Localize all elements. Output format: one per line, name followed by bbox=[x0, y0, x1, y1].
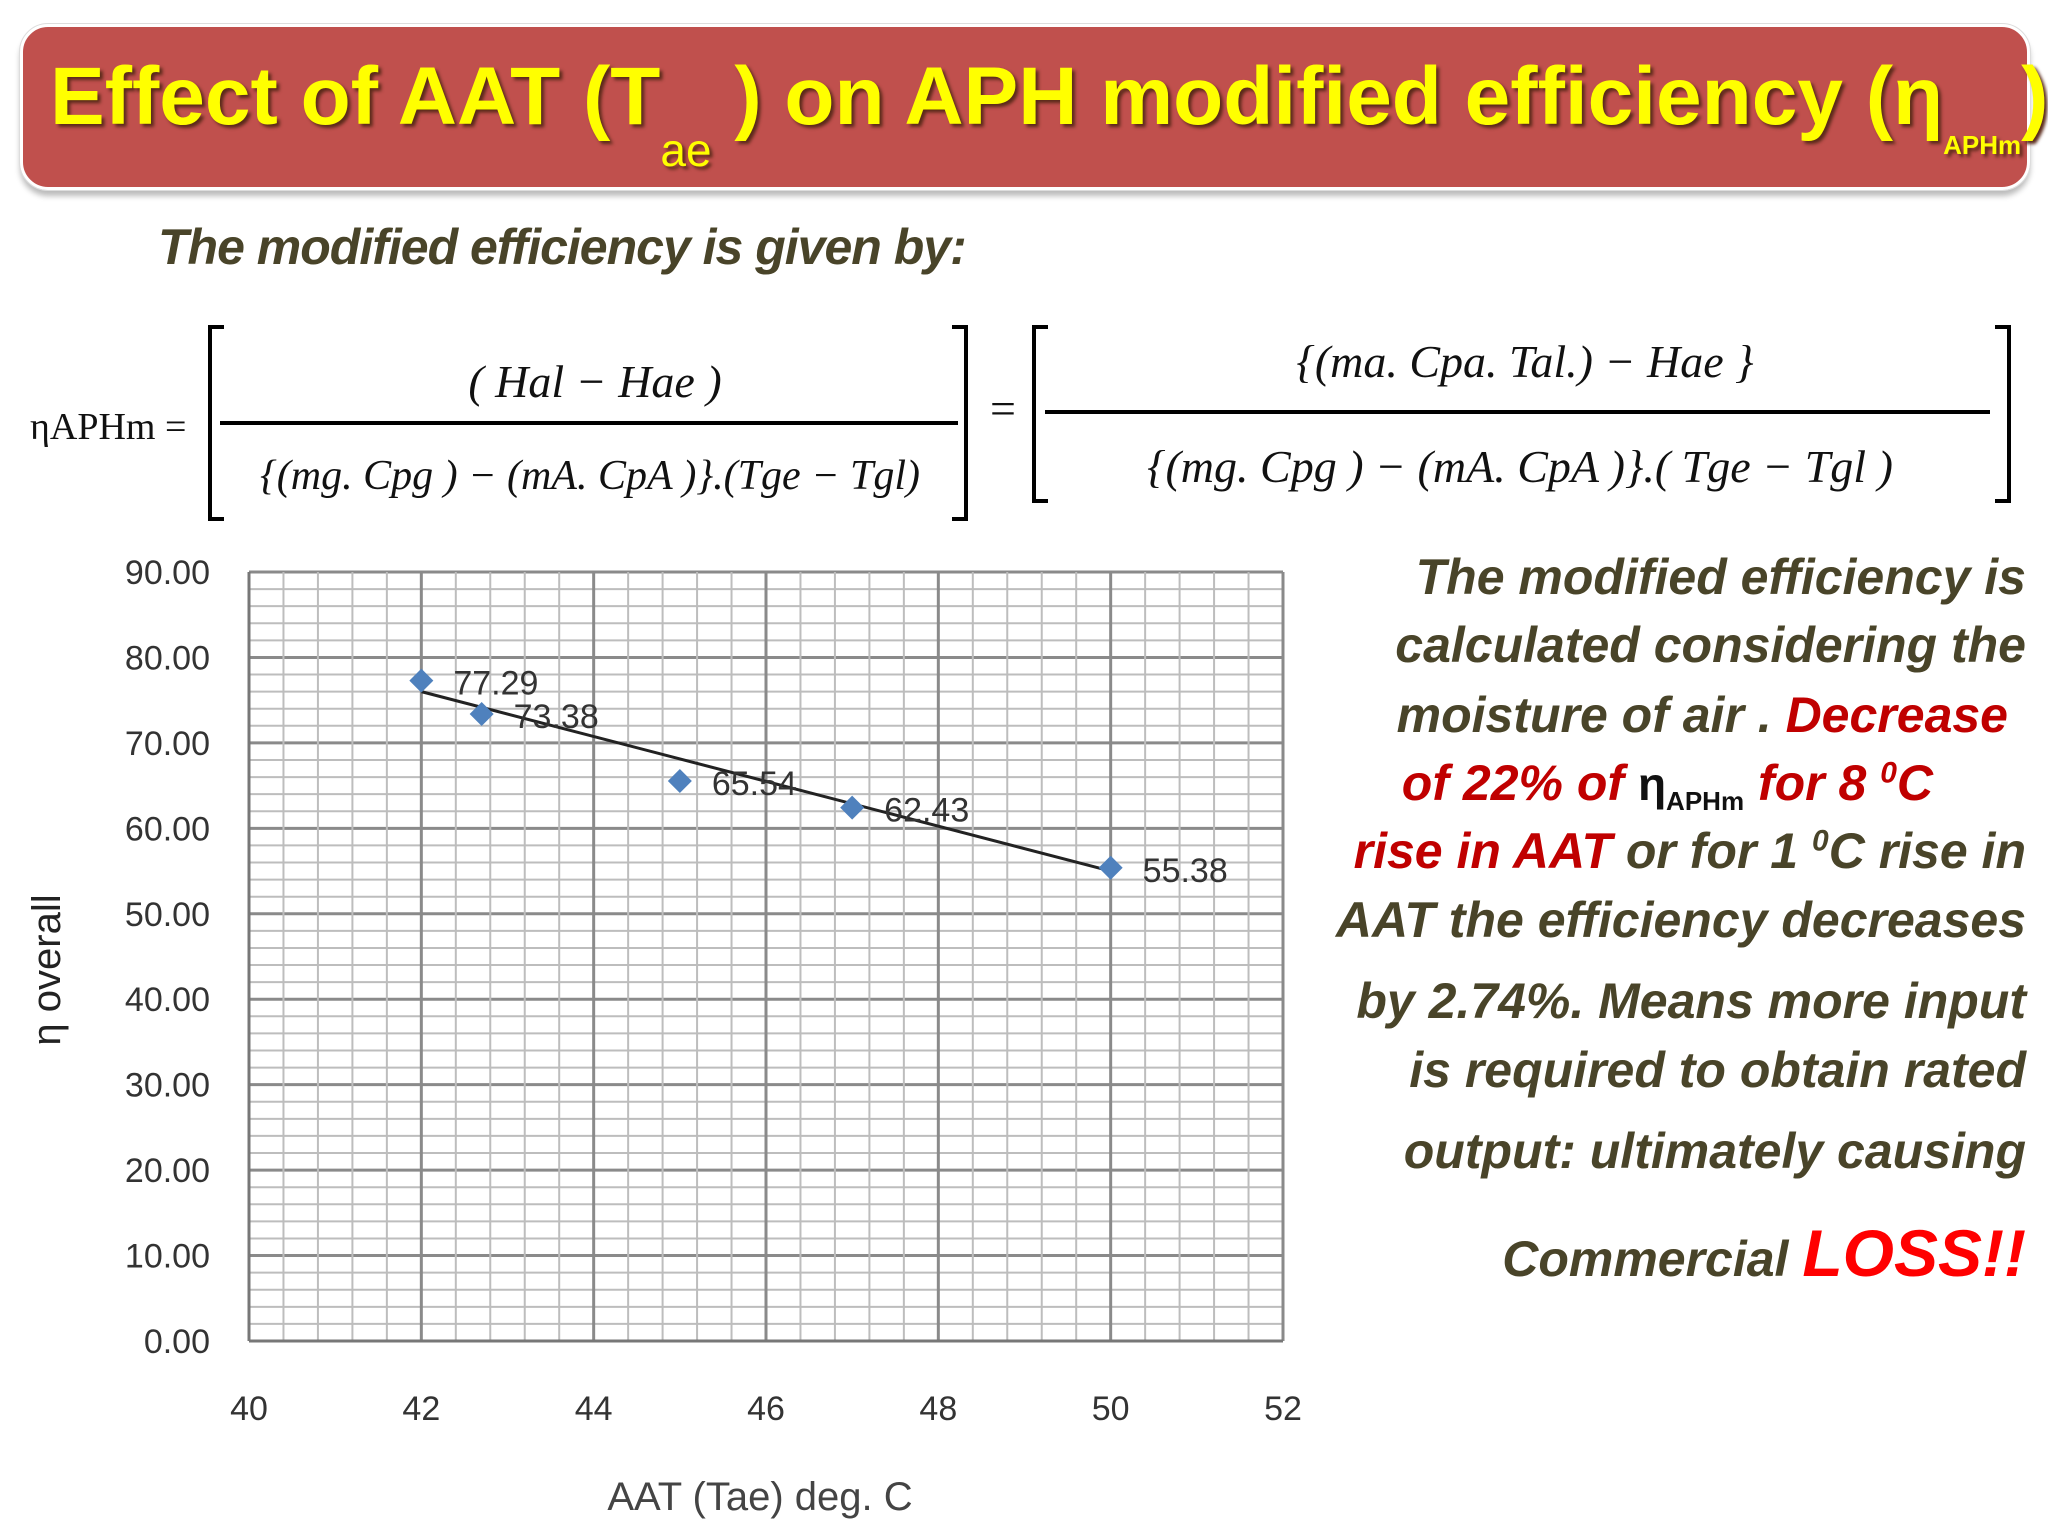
data-label: 55.38 bbox=[1143, 852, 1228, 890]
y-tick-label: 0.00 bbox=[144, 1323, 210, 1361]
data-point bbox=[409, 668, 434, 693]
highlight-text: Decrease bbox=[1785, 687, 2008, 743]
highlight-text: rise in AAT bbox=[1353, 823, 1612, 879]
data-point bbox=[1098, 855, 1123, 880]
title-part: Effect of AAT (T bbox=[50, 51, 661, 142]
explanation-line: of 22% of ηAPHm for 8 0C bbox=[1402, 754, 1933, 817]
y-tick-label: 30.00 bbox=[125, 1067, 210, 1105]
y-tick-label: 80.00 bbox=[125, 639, 210, 677]
text-segment: moisture of air . bbox=[1396, 687, 1786, 743]
explanation-line: calculated considering the bbox=[1395, 617, 2026, 673]
x-tick-label: 48 bbox=[919, 1390, 957, 1428]
explanation-line: output: ultimately causing bbox=[1403, 1123, 2026, 1179]
text-segment: C rise in bbox=[1828, 823, 2026, 879]
title-subscript: APHm bbox=[1943, 130, 2022, 160]
highlight-text: C bbox=[1896, 755, 1933, 811]
data-point bbox=[667, 768, 692, 793]
y-axis-label: η overall bbox=[25, 894, 69, 1045]
data-label: 73.38 bbox=[514, 698, 599, 736]
explanation-line: Commercial LOSS!! bbox=[1502, 1215, 2026, 1291]
x-tick-label: 42 bbox=[402, 1390, 440, 1428]
x-tick-label: 40 bbox=[230, 1390, 268, 1428]
explanation-line: rise in AAT or for 1 0C rise in bbox=[1354, 822, 2026, 880]
title-part: ) on APH modified efficiency (η bbox=[711, 51, 1944, 142]
eta: η bbox=[1637, 758, 1667, 810]
y-tick-label: 50.00 bbox=[125, 896, 210, 934]
explanation-line: moisture of air . Decrease bbox=[1397, 686, 2008, 744]
explanation-line: is required to obtain rated bbox=[1409, 1042, 2026, 1098]
eta-subscript: APHm bbox=[1666, 786, 1745, 817]
eq-equals: = bbox=[990, 383, 1016, 434]
gridlines bbox=[247, 570, 1285, 1343]
bracket-right bbox=[952, 325, 968, 521]
data-label: 62.43 bbox=[884, 792, 969, 830]
text-segment: or for 1 bbox=[1611, 823, 1813, 879]
eq-denominator-2: {(mg. Cpg ) − (mA. CpA )}.( Tge − Tgl ) bbox=[1147, 441, 1893, 492]
fraction-line bbox=[1045, 410, 1990, 414]
explanation-line: AAT the efficiency decreases bbox=[1335, 892, 2026, 948]
highlight-text: for 8 bbox=[1744, 755, 1881, 811]
data-label: 65.54 bbox=[712, 765, 797, 803]
x-tick-label: 50 bbox=[1092, 1390, 1130, 1428]
bracket-left bbox=[1032, 325, 1048, 503]
x-tick-label: 52 bbox=[1264, 1390, 1302, 1428]
data-label: 77.29 bbox=[453, 665, 538, 703]
y-tick-label: 90.00 bbox=[125, 554, 210, 592]
degree-sup: 0 bbox=[1812, 824, 1829, 858]
trendline bbox=[420, 690, 1112, 873]
axes: 0.00 10.00 20.00 30.00 40.00 50.00 60.00 70.00 8… bbox=[125, 554, 1302, 1428]
y-tick-label: 70.00 bbox=[125, 725, 210, 763]
intro-text: The modified efficiency is given by: bbox=[158, 219, 967, 275]
eta-symbol: ηAPHm bbox=[1637, 758, 1744, 816]
eq-lhs: ηAPHm = bbox=[30, 406, 187, 448]
explanation-line: The modified efficiency is bbox=[1415, 549, 2026, 605]
highlight-text: of 22% of bbox=[1401, 755, 1638, 811]
text-segment: Commercial bbox=[1502, 1231, 1803, 1287]
y-tick-label: 40.00 bbox=[125, 981, 210, 1019]
eq-numerator-2: {(ma. Cpa. Tal.) − Hae } bbox=[1296, 336, 1754, 387]
explanation-line: by 2.74%. Means more input bbox=[1356, 973, 2026, 1029]
fraction-line bbox=[220, 421, 958, 425]
data-point bbox=[840, 795, 865, 820]
y-tick-label: 20.00 bbox=[125, 1152, 210, 1190]
efficiency-chart: 0.00 10.00 20.00 30.00 40.00 50.00 60.00 70.00 8… bbox=[25, 554, 1302, 1519]
title-banner bbox=[19, 23, 2031, 191]
eq-denominator-1: {(mg. Cpg ) − (mA. CpA )}.(Tge − Tgl) bbox=[260, 453, 920, 499]
degree-sup: 0 bbox=[1880, 756, 1897, 790]
eq-numerator-1: ( Hal − Hae ) bbox=[468, 356, 722, 407]
x-tick-label: 46 bbox=[747, 1390, 785, 1428]
x-tick-label: 44 bbox=[575, 1390, 613, 1428]
x-axis-label: AAT (Tae) deg. C bbox=[607, 1475, 912, 1519]
slide-title: Effect of AAT (Tae ) on APH modified eff… bbox=[50, 50, 2048, 176]
y-tick-label: 10.00 bbox=[125, 1238, 210, 1276]
bracket-right bbox=[1995, 325, 2011, 503]
bracket-left bbox=[208, 325, 224, 521]
title-part: ) bbox=[2021, 51, 2048, 142]
title-subscript: ae bbox=[660, 124, 712, 176]
loss-text: LOSS!! bbox=[1802, 1216, 2026, 1290]
y-tick-label: 60.00 bbox=[125, 810, 210, 848]
data-point bbox=[469, 702, 494, 727]
